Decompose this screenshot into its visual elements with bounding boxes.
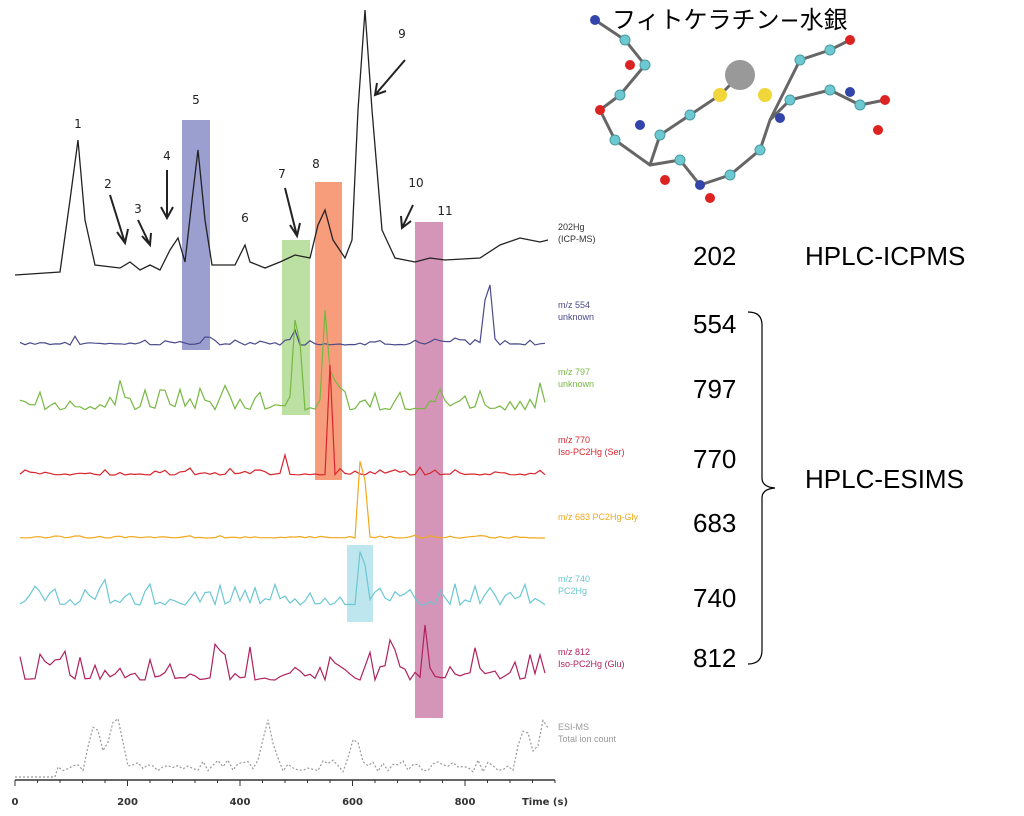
x-tick-label: 0 [12, 797, 19, 808]
peak-label: 11 [437, 204, 452, 218]
x-tick-label: 600 [342, 797, 363, 808]
mz-label: 797 [693, 374, 736, 404]
bracket [748, 312, 775, 664]
icp-trace [15, 10, 548, 275]
trace-label: ESI-MS [558, 722, 589, 732]
mz-label: 812 [693, 643, 736, 673]
peak-label: 6 [241, 211, 249, 225]
peak-label: 1 [74, 117, 82, 131]
peak-label: 9 [398, 27, 406, 41]
peak-label: 2 [104, 177, 112, 191]
trace-label: m/z 812 [558, 647, 590, 657]
peak-label: 3 [134, 202, 142, 216]
x-tick-label: 200 [117, 797, 138, 808]
x-tick-label: 800 [455, 797, 476, 808]
arrows [110, 60, 413, 245]
method-label: HPLC-ICPMS [805, 241, 965, 271]
trace-label: m/z 554 [558, 300, 590, 310]
trace-label: Iso-PC2Hg (Ser) [558, 447, 625, 457]
trace-label: 202Hg [558, 222, 585, 232]
trace-label: m/z 683 PC2Hg-Gly [558, 512, 639, 522]
highlight-band [282, 240, 310, 415]
molecule-title: フィトケラチン−水銀 [612, 6, 848, 34]
trace-label: Total ion count [558, 734, 617, 744]
highlight-band [182, 120, 210, 350]
ms-trace [20, 625, 545, 680]
trace-label: m/z 797 [558, 367, 590, 377]
trace-label: PC2Hg [558, 586, 587, 596]
peak-label: 4 [163, 149, 171, 163]
ms-trace [20, 461, 545, 538]
trace-label: m/z 770 [558, 435, 590, 445]
trace-label: (ICP-MS) [558, 234, 596, 244]
highlight-band [415, 222, 443, 718]
trace-label: unknown [558, 379, 594, 389]
trace-label: m/z 740 [558, 574, 590, 584]
mz-label: 770 [693, 444, 736, 474]
peak-label: 5 [192, 93, 200, 107]
ms-trace [20, 552, 545, 605]
peak-label: 7 [278, 167, 286, 181]
figure: フィトケラチン−水銀 202 HPLC-ICPMS HPLC-ESIMS 1 2 3… [0, 0, 1024, 816]
x-tick-label: 400 [230, 797, 251, 808]
peak-label: 8 [312, 157, 320, 171]
highlight-band [315, 182, 342, 480]
mz-label: 202 [693, 241, 736, 271]
mz-label: 740 [693, 583, 736, 613]
x-axis-label: Time (s) [522, 797, 568, 808]
mz-label: 554 [693, 309, 736, 339]
trace-label: Iso-PC2Hg (Glu) [558, 659, 625, 669]
peak-label: 10 [408, 176, 423, 190]
molecule [590, 15, 890, 203]
trace-label: unknown [558, 312, 594, 322]
method-label: HPLC-ESIMS [805, 464, 964, 494]
mz-label: 683 [693, 508, 736, 538]
tic-trace [15, 719, 548, 777]
